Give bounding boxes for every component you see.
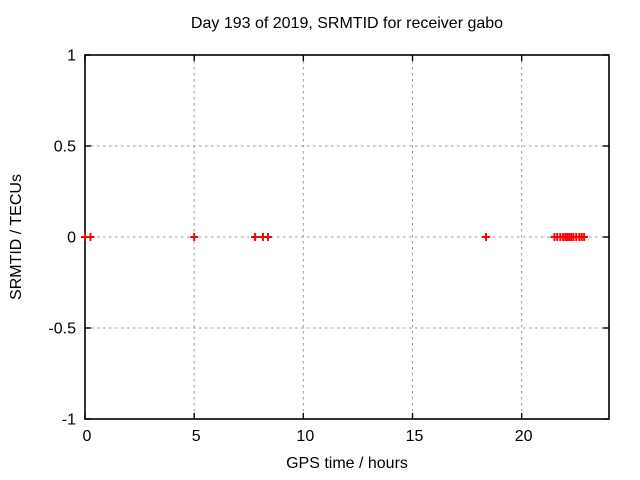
chart-title: Day 193 of 2019, SRMTID for receiver gab… xyxy=(191,15,503,32)
data-point-marker xyxy=(580,233,589,241)
data-point-marker xyxy=(251,233,260,241)
y-tick-label: 0.5 xyxy=(54,139,76,156)
data-point-marker xyxy=(190,233,199,241)
y-axis-label: SRMTID / TECUs xyxy=(8,174,25,300)
x-tick-label: 15 xyxy=(406,428,424,445)
y-tick-label: -1 xyxy=(62,412,76,429)
y-tick-label: 1 xyxy=(67,48,76,65)
y-tick-label: 0 xyxy=(67,230,76,247)
x-tick-label: 20 xyxy=(515,428,533,445)
x-tick-label: 10 xyxy=(296,428,314,445)
x-tick-label: 5 xyxy=(192,428,201,445)
x-tick-label: 0 xyxy=(83,428,92,445)
data-point-marker xyxy=(263,233,272,241)
data-point-marker xyxy=(86,233,95,241)
data-point-marker xyxy=(482,233,491,241)
y-tick-label: -0.5 xyxy=(48,321,76,338)
x-axis-label: GPS time / hours xyxy=(286,455,408,472)
